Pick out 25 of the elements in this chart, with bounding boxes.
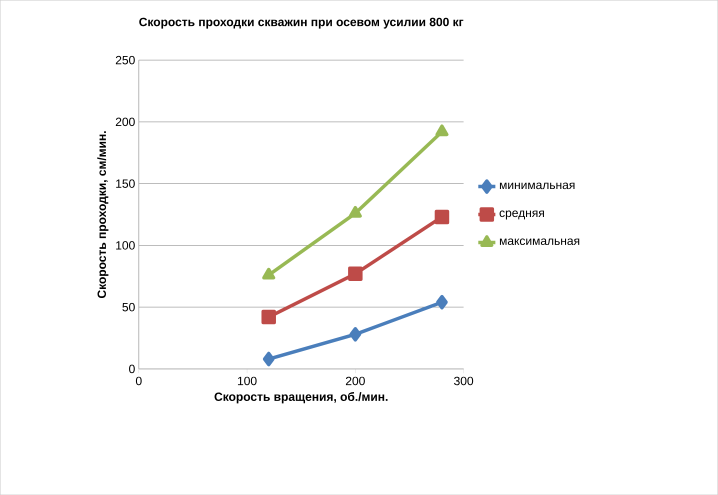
x-tick-label: 100 — [238, 376, 257, 386]
chart-title: Скорость проходки скважин при осевом усилии 800 кг — [139, 18, 464, 29]
y-tick-label: 100 — [116, 241, 135, 250]
point — [262, 268, 276, 280]
y-tick-label: 150 — [116, 179, 135, 188]
y-tick-label: 200 — [116, 118, 135, 126]
y-tick-label: 0 — [129, 364, 135, 374]
y-tick-label: 50 — [122, 302, 135, 312]
legend-label: максимальная — [500, 238, 580, 245]
point — [434, 210, 450, 224]
x-tick-label: 0 — [136, 376, 142, 386]
y-axis-title: Скорость проходки, см/мин. — [97, 131, 108, 298]
legend-label: минимальная — [500, 182, 574, 190]
legend-label: средняя — [500, 210, 544, 220]
x-tick-label: 200 — [346, 376, 365, 386]
y-tick-label: 250 — [116, 56, 135, 64]
point — [348, 206, 362, 218]
point — [261, 310, 276, 324]
point — [435, 124, 448, 136]
point — [348, 266, 363, 281]
point — [349, 327, 362, 342]
point — [436, 294, 448, 310]
point — [262, 352, 275, 366]
x-tick-label: 300 — [454, 376, 474, 386]
x-axis-title: Скорость вращения, об./мин. — [214, 392, 388, 404]
